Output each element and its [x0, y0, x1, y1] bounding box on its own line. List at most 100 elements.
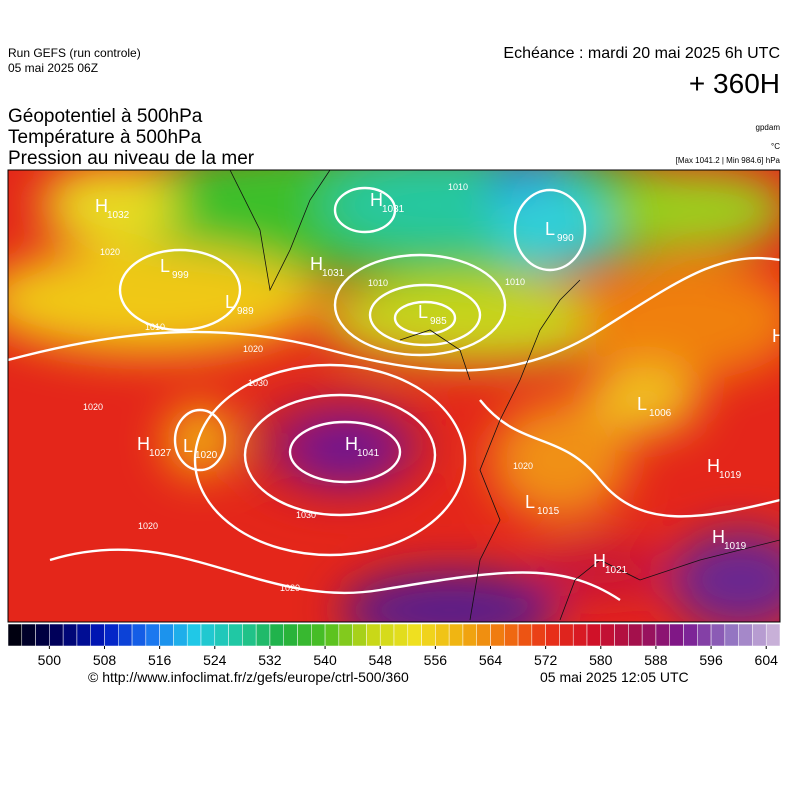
colorbar-tick-label: 540 — [313, 652, 337, 668]
center-letter: H — [370, 190, 383, 210]
isobar-label: 1020 — [100, 247, 120, 257]
colorbar-box — [710, 623, 726, 647]
coastlines — [229, 170, 780, 621]
colorbar-box — [200, 623, 216, 647]
isobar-label: 1020 — [243, 344, 263, 354]
colorbar-box — [490, 623, 505, 647]
colorbar-box — [214, 623, 229, 647]
colorbar-box — [476, 623, 491, 647]
isobar-label: 1010 — [145, 322, 165, 332]
colorbar-tick-label: 524 — [203, 652, 227, 668]
center-value: 989 — [237, 306, 254, 317]
center-value: 1015 — [537, 506, 560, 517]
center-value: 1031 — [322, 268, 345, 279]
colorbar-box — [559, 623, 574, 647]
center-letter: H — [95, 196, 108, 216]
isobar-label: 1020 — [138, 521, 158, 531]
center-value: 1019 — [719, 470, 742, 481]
colorbar-tick-label: 508 — [93, 652, 117, 668]
map-frame — [7, 169, 781, 623]
colorbar-box — [421, 623, 436, 647]
colorbar-box — [517, 623, 533, 647]
center-value: 999 — [172, 270, 189, 281]
run-label: Run GEFS (run controle) — [8, 46, 141, 60]
colorbar-box — [572, 623, 588, 647]
colorbar-box — [600, 623, 615, 647]
colorbar-box — [393, 623, 409, 647]
center-letter: L — [183, 436, 193, 456]
colorbar-box — [338, 623, 353, 647]
colorbar-box — [683, 623, 698, 647]
colorbar-box — [352, 623, 367, 647]
title: Géopotentiel à 500hPa — [8, 106, 203, 127]
center-letter: H — [772, 326, 785, 346]
center-letter: H — [310, 254, 323, 274]
valid-time: Echéance : mardi 20 mai 2025 6h UTC — [503, 45, 780, 62]
colorbar-box — [531, 623, 546, 647]
colorbar-box — [297, 623, 312, 647]
center-value: 1032 — [107, 210, 130, 221]
center-value: 1021 — [605, 565, 628, 576]
colorbar-tick-label: 532 — [258, 652, 282, 668]
colorbar-tick-label: 556 — [424, 652, 448, 668]
colorbar-box — [49, 623, 64, 647]
center-letter: H — [712, 527, 725, 547]
colorbar-box — [435, 623, 450, 647]
center-letter: H — [593, 551, 606, 571]
created: 05 mai 2025 12:05 UTC — [540, 669, 689, 685]
colorbar-box — [242, 623, 257, 647]
colorbar-tick-label: 580 — [589, 652, 613, 668]
colorbar-box — [697, 623, 712, 647]
colorbar-box — [76, 623, 91, 647]
colorbar-box — [738, 623, 753, 647]
unit: [Max 1041.2 | Min 984.6] hPa — [675, 156, 780, 165]
colorbar-tick-label: 564 — [479, 652, 503, 668]
colorbar-box — [104, 623, 119, 647]
center-letter: L — [545, 219, 555, 239]
isobar-label: 1010 — [448, 182, 468, 192]
center-letter: L — [225, 292, 235, 312]
colorbar-box — [311, 623, 326, 647]
colorbar-box — [35, 623, 50, 647]
colorbar-box — [228, 623, 243, 647]
colorbar-box — [752, 623, 767, 647]
colorbar-box — [145, 623, 160, 647]
center-value: 1027 — [149, 448, 172, 459]
colorbar-box — [628, 623, 643, 647]
colorbar-box — [324, 623, 340, 647]
colorbar-box — [62, 623, 78, 647]
isobar-label: 1010 — [368, 278, 388, 288]
colorbar-box — [545, 623, 560, 647]
title: Pression au niveau de la mer — [8, 148, 255, 169]
run-date: 05 mai 2025 06Z — [8, 61, 99, 75]
colorbar-tick-label: 516 — [148, 652, 172, 668]
unit: gpdam — [755, 123, 780, 132]
colorbar-box — [765, 623, 781, 647]
colorbar-tick-label: 596 — [699, 652, 723, 668]
colorbar-box — [159, 623, 174, 647]
colorbar-tick-label: 548 — [369, 652, 393, 668]
source: © http://www.infoclimat.fr/z/gefs/europe… — [88, 669, 409, 685]
center-letter: L — [160, 256, 170, 276]
center-letter: H — [707, 456, 720, 476]
isobar-label: 1030 — [248, 378, 268, 388]
isobar-label: 1020 — [83, 402, 103, 412]
colorbar-box — [269, 623, 284, 647]
colorbar-box — [448, 623, 464, 647]
center-value: 1019 — [724, 541, 747, 552]
colorbar: 500 508 516 524 532 540 548 556 564 572 580 588 596 6… — [7, 623, 781, 668]
isobar-label: 1020 — [280, 583, 300, 593]
isobar-label: 1010 — [505, 277, 525, 287]
center-value: 1031 — [382, 204, 405, 215]
center-value: 990 — [557, 233, 574, 244]
colorbar-box — [724, 623, 739, 647]
colorbar-box — [173, 623, 188, 647]
center-value: 1006 — [649, 408, 672, 419]
center-value: 985 — [430, 316, 447, 327]
center-letter: L — [637, 394, 647, 414]
colorbar-box — [366, 623, 381, 647]
colorbar-box — [655, 623, 670, 647]
colorbar-box — [407, 623, 422, 647]
